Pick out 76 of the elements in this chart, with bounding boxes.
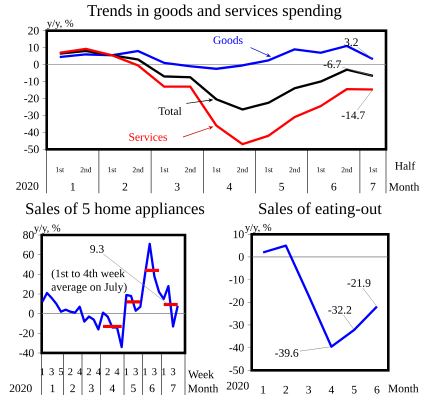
y-tick-label: -40	[229, 344, 244, 352]
data-label: 9.3	[90, 245, 104, 253]
y-tick-label: 10	[234, 230, 244, 238]
text: Total	[158, 106, 182, 116]
text: Services	[129, 133, 168, 141]
text: Month	[188, 384, 218, 392]
y-tick-label: -20	[19, 329, 34, 338]
text: 3	[174, 182, 180, 191]
chart-title: Trends in goods and services spending	[87, 4, 342, 20]
x-tick-label: 2	[86, 368, 92, 376]
data-label: -14.7	[342, 111, 365, 120]
y-tick-label: -10	[24, 78, 39, 86]
chart-title: Sales of 5 home appliances	[26, 202, 204, 218]
line-series	[58, 44, 374, 70]
x-axis-title: Week	[188, 370, 214, 378]
text: 6	[331, 182, 336, 191]
y-tick-label: 20	[23, 290, 34, 298]
data-label: -6.7	[324, 60, 342, 68]
y-tick-label: 10	[28, 44, 39, 52]
x-tick-label: 4	[114, 368, 120, 376]
y-tick-label: -10	[229, 276, 244, 284]
y-axis-title: y/y, %	[47, 20, 74, 29]
y-tick-label: 0	[28, 310, 34, 318]
text: 5	[279, 182, 284, 191]
y-tick-label: -40	[19, 349, 34, 357]
annotation: (1st to 4th week average on July)	[52, 269, 127, 294]
x-tick-label: 3	[306, 386, 312, 394]
x-tick-label: 4	[328, 386, 334, 394]
x-tick-label: 3	[152, 368, 157, 376]
text: 4	[226, 182, 232, 190]
x-tick-label: 1	[143, 368, 148, 376]
text: 2020	[10, 384, 32, 392]
y-tick-label: -40	[24, 128, 39, 136]
x-tick-label: 2	[283, 386, 288, 394]
y-tick-label: 20	[28, 26, 39, 35]
y-tick-label: -50	[24, 145, 39, 154]
y-tick-label: -20	[229, 298, 244, 306]
series-label: Goods	[213, 36, 243, 44]
x-tick-label: 3	[170, 368, 176, 376]
x-tick-label: 1	[124, 368, 128, 376]
y-tick-label: -30	[229, 321, 244, 329]
chart-title: Sales of eating-out	[259, 202, 382, 218]
text: 7	[370, 182, 376, 190]
line-series	[41, 242, 179, 348]
x-tick-label: 1	[162, 368, 166, 376]
y-axis-title: y/y, %	[34, 224, 60, 234]
x-tick-label: 2	[68, 368, 72, 376]
y-tick-label: 60	[23, 250, 34, 259]
x-tick-label: 2	[106, 368, 110, 376]
data-label: 3.2	[344, 38, 358, 46]
y-tick-label: 0	[238, 253, 244, 261]
y-tick-label: -50	[229, 366, 244, 374]
y-tick-label: 40	[22, 270, 34, 278]
x-tick-label: 3	[134, 368, 138, 376]
data-label: -39.6	[275, 349, 298, 357]
line-series	[58, 48, 374, 146]
y-tick-label: -20	[24, 94, 39, 102]
data-label: -32.2	[328, 306, 352, 314]
text: Month	[388, 182, 420, 191]
data-label: -21.9	[347, 279, 370, 287]
x-tick-label: 5	[352, 386, 357, 394]
y-tick-label: 0	[34, 60, 39, 68]
text: 7	[171, 384, 176, 392]
y-tick-label: -30	[24, 112, 39, 120]
x-axis-title: Month	[388, 384, 418, 392]
y-tick-label: 80	[23, 231, 34, 239]
x-tick-label: 6	[374, 386, 380, 394]
text: 1	[70, 182, 75, 190]
line-series	[262, 244, 378, 348]
x-tick-label: 3	[50, 368, 54, 376]
x-axis-title: Half	[395, 162, 416, 170]
text: 2020	[226, 382, 249, 390]
text: 2	[122, 182, 128, 190]
text: 2020	[16, 182, 38, 190]
y-axis-title: y/y, %	[245, 224, 272, 234]
x-tick-label: 1	[261, 386, 266, 394]
